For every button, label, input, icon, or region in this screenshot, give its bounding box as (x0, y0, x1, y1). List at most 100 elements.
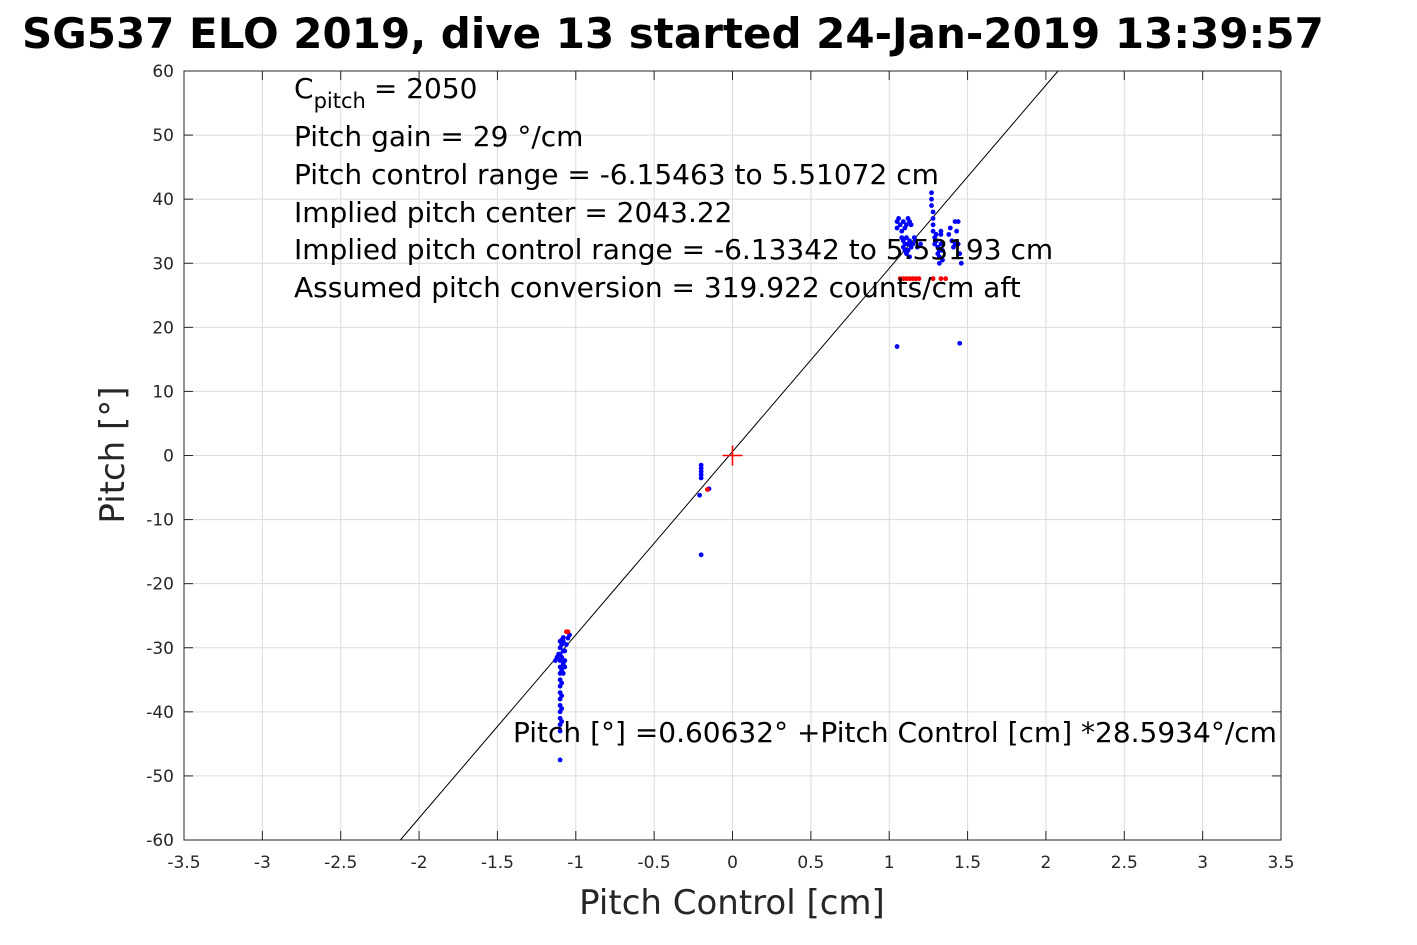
x-tick-label: 3 (1197, 853, 1208, 873)
data-point (560, 635, 566, 640)
data-point (938, 228, 944, 234)
x-tick-label: 1 (884, 853, 895, 873)
cpitch-subscript: pitch (314, 89, 366, 113)
y-tick-label: 10 (152, 382, 174, 402)
data-point (907, 238, 912, 244)
y-tick-label: 20 (152, 318, 174, 338)
flagged-point (565, 629, 571, 635)
data-point (559, 719, 565, 724)
data-point (949, 238, 955, 244)
implied-pitch-center-line: Implied pitch center = 2043.22 (294, 196, 732, 229)
implied-pitch-range-line: Implied pitch control range = -6.13342 t… (294, 233, 1053, 266)
y-tick-label: 40 (152, 190, 174, 210)
data-point (904, 235, 909, 241)
data-point (958, 260, 964, 266)
x-tick-label: -1.5 (481, 853, 514, 873)
flagged-point (705, 487, 710, 492)
data-point (905, 248, 911, 253)
center-marker (722, 445, 743, 466)
data-point (915, 244, 920, 250)
data-point (894, 344, 900, 349)
flagged-point (930, 276, 936, 282)
x-tick-label: -0.5 (638, 853, 671, 873)
data-point (899, 228, 905, 234)
data-point (896, 215, 902, 221)
data-point (556, 651, 561, 657)
data-point (929, 196, 934, 202)
data-point (910, 241, 916, 247)
y-tick-label: -40 (146, 703, 174, 723)
data-point (933, 232, 939, 237)
y-axis-label: Pitch [°] (93, 386, 133, 523)
data-point (940, 248, 945, 253)
flagged-point (916, 276, 922, 282)
data-point (929, 190, 934, 196)
data-point (563, 642, 569, 647)
data-point (930, 222, 936, 228)
x-axis-label: Pitch Control [cm] (579, 883, 885, 923)
data-point (559, 680, 565, 686)
pitch-gain-line: Pitch gain = 29 °/cm (294, 120, 583, 153)
data-point (918, 241, 923, 247)
x-tick-label: 3.5 (1267, 853, 1294, 873)
x-tick-label: 1.5 (954, 853, 981, 873)
data-point (900, 219, 906, 224)
x-tick-label: 2.5 (1111, 853, 1138, 873)
data-point (929, 203, 934, 208)
data-point (933, 238, 939, 244)
data-point (697, 492, 702, 498)
data-point (936, 254, 942, 260)
x-tick-label: 0 (727, 853, 738, 873)
x-tick-label: -1 (567, 853, 584, 873)
fit-equation-label: Pitch [°] =0.60632° +Pitch Control [cm] … (513, 716, 1277, 749)
x-tick-label: -2.5 (324, 853, 357, 873)
cpitch-symbol: C (294, 72, 314, 105)
data-point (894, 225, 900, 231)
data-point (955, 219, 961, 224)
data-point (562, 648, 568, 654)
data-point (930, 228, 936, 234)
data-point (938, 241, 944, 247)
data-point (913, 238, 919, 244)
y-tick-label: -50 (146, 767, 174, 787)
y-tick-label: -30 (146, 639, 174, 659)
cpitch-value: = 2050 (374, 72, 478, 105)
data-point (907, 254, 912, 260)
data-point (908, 222, 914, 228)
cpitch-line: Cpitch = 2050 (294, 72, 477, 113)
data-point (698, 552, 704, 558)
x-tick-label: -2 (411, 853, 428, 873)
y-tick-label: -10 (146, 511, 174, 531)
data-point (936, 260, 942, 266)
data-point (930, 215, 936, 221)
y-tick-label: -60 (146, 831, 174, 851)
data-point (553, 658, 558, 663)
x-tick-label: 2 (1041, 853, 1052, 873)
data-point (904, 222, 909, 228)
data-point (559, 654, 565, 660)
flagged-point (938, 276, 944, 282)
pitch-control-range-line: Pitch control range = -6.15463 to 5.5107… (294, 158, 939, 191)
x-tick-label: -3.5 (167, 853, 200, 873)
data-points (553, 190, 964, 763)
x-tick-label: -3 (254, 853, 271, 873)
data-point (955, 241, 961, 247)
y-tick-label: 60 (152, 62, 174, 82)
y-tick-label: 50 (152, 126, 174, 146)
y-tick-label: 0 (163, 447, 174, 467)
x-tick-label: 0.5 (797, 853, 824, 873)
y-axis-ticks: -60 -50 -40 -30 -20 -10 0 10 20 30 40 50 60 (146, 62, 1281, 851)
x-axis-ticks: -3.5 -3 -2.5 -2 -1.5 -1 -0.5 0 0.5 1 1.5 2 2.5 3 3.5 (167, 71, 1295, 873)
data-point (954, 228, 960, 234)
data-point (557, 728, 563, 734)
data-point (559, 706, 565, 712)
data-point (946, 232, 952, 237)
data-point (957, 251, 963, 257)
data-point (559, 693, 565, 699)
data-point (698, 475, 704, 481)
data-point (947, 225, 953, 231)
flagged-point (943, 276, 949, 282)
chart-title: SG537 ELO 2019, dive 13 started 24-Jan-2… (22, 9, 1324, 58)
data-point (562, 658, 568, 663)
